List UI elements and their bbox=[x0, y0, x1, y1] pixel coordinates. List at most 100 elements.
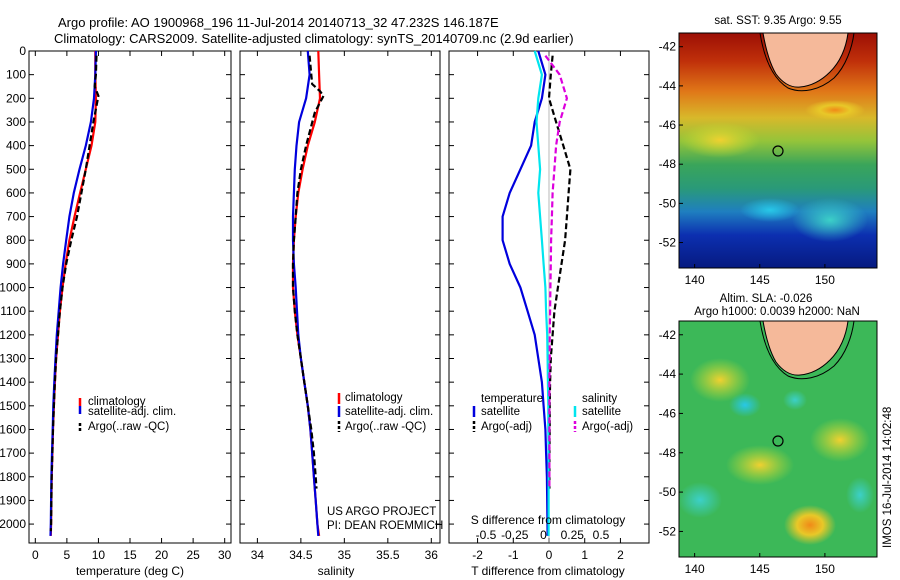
map-y-tick-label: -42 bbox=[659, 40, 677, 54]
sla-map-title-line-2: Argo h1000: 0.0039 h2000: NaN bbox=[694, 306, 860, 318]
map-y-tick-label: -42 bbox=[659, 328, 677, 342]
depth-tick-label: 0 bbox=[19, 44, 26, 58]
map-x-tick-label: 150 bbox=[815, 562, 835, 576]
map-y-tick-label: -52 bbox=[659, 524, 677, 538]
depth-tick-label: 1700 bbox=[0, 446, 26, 460]
salinity-tick-labels: 34 34.5 35 35.5 36 bbox=[240, 50, 440, 562]
title-line-1: Argo profile: AO 1900968_196 11-Jul-2014… bbox=[58, 15, 499, 30]
x-tick-label: 10 bbox=[92, 548, 106, 562]
temperature-axes-frame bbox=[28, 50, 232, 544]
difference-legend: temperature satellite Argo(-adj) salinit… bbox=[472, 393, 633, 433]
legend-label-s-satellite: satellite bbox=[582, 406, 621, 418]
sla-patch bbox=[726, 445, 794, 485]
x-tick-label: 20 bbox=[155, 548, 169, 562]
x-tick-label: 0 bbox=[32, 548, 39, 562]
legend-title-salinity: salinity bbox=[582, 393, 617, 405]
x-tick-label: 2 bbox=[617, 548, 624, 562]
depth-tick-label: 1200 bbox=[0, 328, 26, 342]
sst-cool-patch bbox=[792, 198, 868, 242]
temperature-profiles bbox=[49, 50, 100, 536]
sla-map-title-line-1: Altim. SLA: -0.026 bbox=[720, 293, 813, 305]
map-x-tick-label: 150 bbox=[815, 273, 835, 287]
depth-tick-label: 1600 bbox=[0, 422, 26, 436]
s-difference-tick-labels: -0.5 -0.25 0 0.25 0.5 bbox=[476, 528, 610, 542]
series-line bbox=[533, 50, 550, 536]
sla-patch bbox=[810, 418, 870, 462]
x-tick-label: 25 bbox=[186, 548, 200, 562]
x-tick-label: 35 bbox=[338, 548, 352, 562]
sla-patch bbox=[679, 482, 722, 518]
map-x-tick-label: 140 bbox=[685, 273, 705, 287]
depth-tick-label: 2000 bbox=[0, 517, 26, 531]
series-line bbox=[501, 50, 549, 536]
map-x-tick-label: 145 bbox=[750, 562, 770, 576]
depth-tick-label: 1800 bbox=[0, 470, 26, 484]
series-line bbox=[291, 50, 320, 536]
depth-tick-label: 1500 bbox=[0, 399, 26, 413]
sst-cool-patch bbox=[740, 198, 800, 222]
temperature-xlabel: temperature (deg C) bbox=[76, 564, 184, 578]
series-line bbox=[547, 55, 572, 489]
sla-patch bbox=[846, 477, 874, 513]
pi-annotation: PI: DEAN ROEMMICH bbox=[327, 520, 443, 532]
legend-label-argo: Argo(..raw -QC) bbox=[88, 421, 169, 433]
shelf-contour bbox=[759, 33, 855, 92]
s-diff-tick-label: 0.25 bbox=[561, 528, 585, 542]
x-tick-label: 36 bbox=[425, 548, 439, 562]
salinity-axes-frame bbox=[239, 50, 441, 544]
depth-tick-label: 1900 bbox=[0, 493, 26, 507]
depth-tick-label: 900 bbox=[6, 257, 26, 271]
project-annotation: US ARGO PROJECT bbox=[327, 506, 436, 518]
x-tick-label: 0 bbox=[546, 548, 553, 562]
series-line bbox=[291, 55, 325, 489]
title-line-2: Climatology: CARS2009. Satellite-adjuste… bbox=[54, 31, 574, 46]
salinity-profiles bbox=[291, 50, 325, 537]
depth-tick-label: 1300 bbox=[0, 352, 26, 366]
imos-timestamp: IMOS 16-Jul-2014 14:02:48 bbox=[882, 407, 894, 548]
sst-map-tick-labels: 140 145 150 -42 -44 -46 -48 -50 -52 bbox=[659, 40, 836, 287]
s-difference-xlabel: S difference from climatology bbox=[471, 513, 626, 527]
map-y-tick-label: -46 bbox=[659, 118, 677, 132]
sla-map-panel: Altim. SLA: -0.026 Argo h1000: 0.0039 h2… bbox=[659, 293, 878, 576]
depth-tick-label: 800 bbox=[6, 233, 26, 247]
map-y-tick-label: -46 bbox=[659, 406, 677, 420]
float-position-marker bbox=[772, 435, 784, 447]
legend-label-climatology: climatology bbox=[345, 392, 403, 404]
salinity-xlabel: salinity bbox=[318, 564, 355, 578]
map-x-tick-label: 140 bbox=[685, 562, 705, 576]
legend-title-temperature: temperature bbox=[481, 393, 543, 405]
sst-map-title: sat. SST: 9.35 Argo: 9.55 bbox=[714, 15, 841, 27]
sla-map-tick-labels: 140 145 150 -42 -44 -46 -48 -50 -52 bbox=[659, 328, 836, 576]
t-difference-xlabel: T difference from climatology bbox=[471, 564, 625, 578]
depth-tick-label: 1400 bbox=[0, 375, 26, 389]
sst-warm-patch bbox=[805, 100, 865, 120]
depth-tick-label: 1100 bbox=[0, 304, 26, 318]
depth-tick-label: 700 bbox=[6, 210, 26, 224]
legend-label-t-satellite: satellite bbox=[481, 406, 520, 418]
depth-tick-label: 300 bbox=[6, 115, 26, 129]
map-y-tick-label: -50 bbox=[659, 485, 677, 499]
x-tick-label: 5 bbox=[64, 548, 71, 562]
shelf-contour bbox=[759, 321, 855, 380]
temperature-panel: 0100200300400500600700800900100011001200… bbox=[0, 44, 232, 578]
s-diff-tick-label: -0.25 bbox=[501, 528, 529, 542]
x-tick-label: 1 bbox=[581, 548, 588, 562]
depth-tick-label: 600 bbox=[6, 186, 26, 200]
legend-label-argo: Argo(..raw -QC) bbox=[345, 421, 426, 433]
sla-patch bbox=[784, 505, 836, 545]
sla-map-frame bbox=[678, 320, 878, 558]
sla-field bbox=[679, 321, 877, 557]
legend-label-satellite: satellite-adj. clim. bbox=[88, 406, 176, 418]
sla-patch bbox=[783, 390, 807, 410]
salinity-legend: climatology satellite-adj. clim. Argo(..… bbox=[337, 392, 433, 433]
difference-panel: -2 -1 0 1 2 -0.5 -0.25 0 0.25 0.5 T difference f… bbox=[448, 50, 650, 578]
s-diff-tick-label: -0.5 bbox=[476, 528, 497, 542]
map-y-tick-label: -48 bbox=[659, 157, 677, 171]
depth-tick-label: 100 bbox=[6, 68, 26, 82]
sst-warm-patch bbox=[680, 122, 760, 158]
series-line bbox=[49, 55, 100, 532]
legend-label-t-argo: Argo(-adj) bbox=[481, 421, 532, 433]
depth-tick-labels: 0 100 200 300 400 500 600 700 800 900 1000 1100 1200… bbox=[0, 44, 26, 531]
map-y-tick-label: -44 bbox=[659, 367, 677, 381]
legend-label-satellite: satellite-adj. clim. bbox=[345, 406, 433, 418]
